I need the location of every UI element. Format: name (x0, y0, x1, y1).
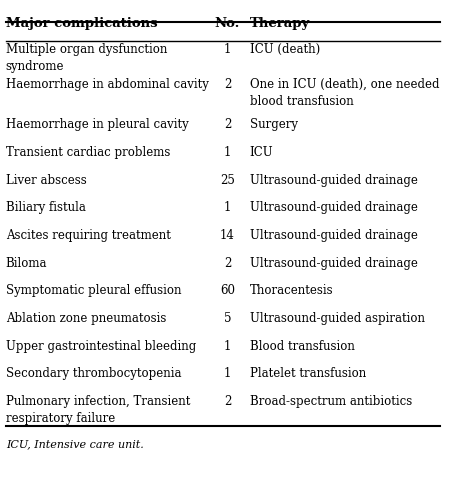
Text: Thoracentesis: Thoracentesis (250, 284, 333, 298)
Text: 5: 5 (224, 312, 231, 325)
Text: Therapy: Therapy (250, 17, 310, 30)
Text: Biloma: Biloma (6, 257, 47, 270)
Text: Ultrasound-guided drainage: Ultrasound-guided drainage (250, 229, 418, 242)
Text: Biliary fistula: Biliary fistula (6, 201, 86, 215)
Text: One in ICU (death), one needed
blood transfusion: One in ICU (death), one needed blood tra… (250, 78, 439, 108)
Text: 2: 2 (224, 78, 231, 91)
Text: 2: 2 (224, 395, 231, 408)
Text: Surgery: Surgery (250, 118, 298, 132)
Text: ICU, Intensive care unit.: ICU, Intensive care unit. (6, 440, 144, 449)
Text: Symptomatic pleural effusion: Symptomatic pleural effusion (6, 284, 182, 298)
Text: Ultrasound-guided drainage: Ultrasound-guided drainage (250, 257, 418, 270)
Text: ICU (death): ICU (death) (250, 43, 320, 56)
Text: Platelet transfusion: Platelet transfusion (250, 367, 366, 381)
Text: 1: 1 (224, 146, 231, 159)
Text: Broad-spectrum antibiotics: Broad-spectrum antibiotics (250, 395, 412, 408)
Text: Transient cardiac problems: Transient cardiac problems (6, 146, 170, 159)
Text: Haemorrhage in pleural cavity: Haemorrhage in pleural cavity (6, 118, 189, 132)
Text: Secondary thrombocytopenia: Secondary thrombocytopenia (6, 367, 182, 381)
Text: Ascites requiring treatment: Ascites requiring treatment (6, 229, 171, 242)
Text: No.: No. (215, 17, 240, 30)
Text: Haemorrhage in abdominal cavity: Haemorrhage in abdominal cavity (6, 78, 209, 91)
Text: 14: 14 (220, 229, 235, 242)
Text: ICU: ICU (250, 146, 273, 159)
Text: 1: 1 (224, 340, 231, 353)
Text: Multiple organ dysfunction
syndrome: Multiple organ dysfunction syndrome (6, 43, 167, 73)
Text: 1: 1 (224, 43, 231, 56)
Text: Ultrasound-guided drainage: Ultrasound-guided drainage (250, 201, 418, 215)
Text: Ultrasound-guided drainage: Ultrasound-guided drainage (250, 174, 418, 187)
Text: 1: 1 (224, 201, 231, 215)
Text: Liver abscess: Liver abscess (6, 174, 87, 187)
Text: Ablation zone pneumatosis: Ablation zone pneumatosis (6, 312, 166, 325)
Text: 25: 25 (220, 174, 235, 187)
Text: 2: 2 (224, 118, 231, 132)
Text: 1: 1 (224, 367, 231, 381)
Text: Upper gastrointestinal bleeding: Upper gastrointestinal bleeding (6, 340, 196, 353)
Text: 60: 60 (220, 284, 235, 298)
Text: Ultrasound-guided aspiration: Ultrasound-guided aspiration (250, 312, 425, 325)
Text: Pulmonary infection, Transient
respiratory failure: Pulmonary infection, Transient respirato… (6, 395, 190, 425)
Text: Blood transfusion: Blood transfusion (250, 340, 355, 353)
Text: 2: 2 (224, 257, 231, 270)
Text: Major complications: Major complications (6, 17, 157, 30)
